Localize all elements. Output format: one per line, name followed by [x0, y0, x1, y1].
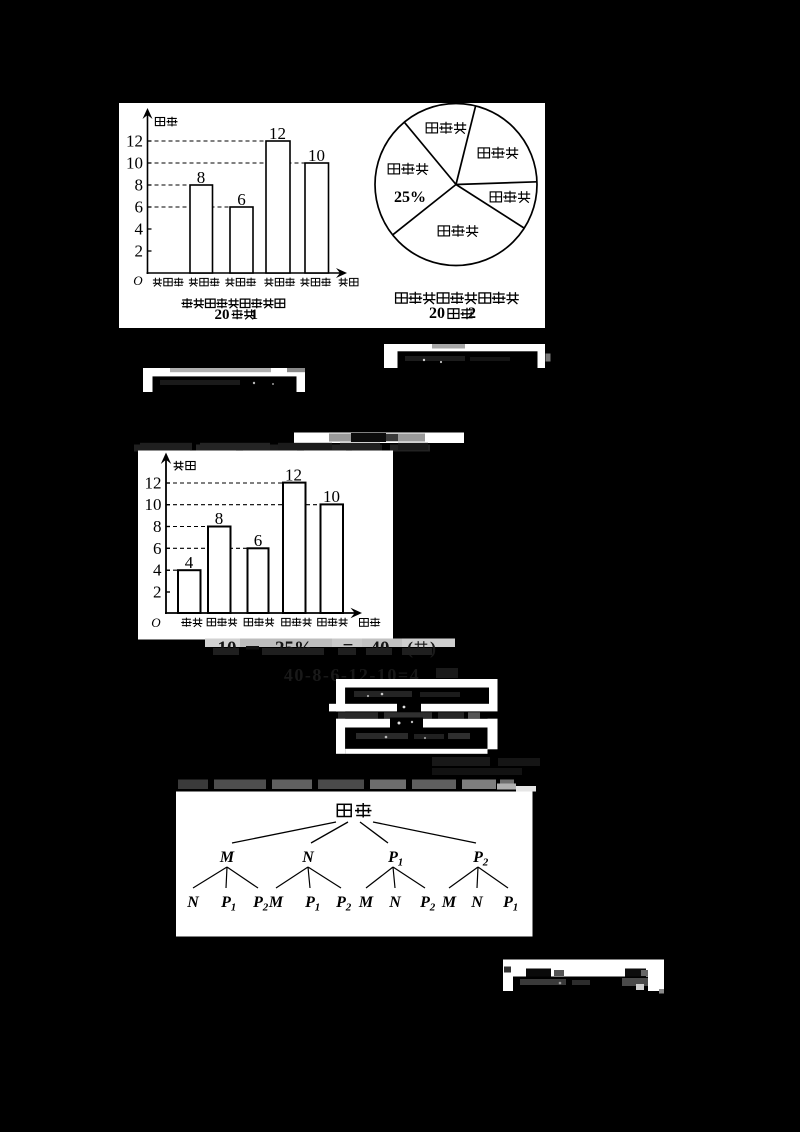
svg-text:M: M: [268, 894, 284, 911]
svg-text:N: N: [470, 894, 484, 911]
svg-text:): ): [430, 638, 436, 659]
svg-text:8: 8: [135, 176, 144, 195]
svg-text:2: 2: [262, 902, 269, 914]
svg-text:P: P: [387, 849, 398, 866]
svg-text:P: P: [335, 894, 346, 911]
svg-text:P: P: [472, 849, 483, 866]
svg-text:P: P: [502, 894, 513, 911]
svg-text:O: O: [133, 273, 143, 288]
svg-text:1: 1: [513, 902, 519, 914]
svg-text:8: 8: [197, 168, 206, 187]
svg-text:6: 6: [135, 198, 144, 217]
svg-text:=: =: [343, 637, 354, 658]
svg-text:P: P: [419, 894, 430, 911]
svg-text:12: 12: [145, 474, 162, 493]
svg-text:10: 10: [323, 487, 340, 506]
svg-text:P: P: [252, 894, 263, 911]
svg-text:10: 10: [308, 146, 325, 165]
svg-text:4: 4: [185, 553, 194, 572]
svg-text:4: 4: [135, 220, 144, 239]
svg-text:6: 6: [254, 531, 263, 550]
svg-text:N: N: [301, 849, 315, 866]
svg-text:N: N: [186, 894, 200, 911]
svg-text:8: 8: [215, 509, 224, 528]
svg-text:P: P: [304, 894, 315, 911]
svg-text:1: 1: [251, 307, 259, 323]
svg-text:25%: 25%: [394, 189, 426, 206]
svg-text:6: 6: [237, 190, 246, 209]
svg-text:12: 12: [126, 132, 143, 151]
svg-text:2: 2: [135, 242, 144, 261]
svg-text:2: 2: [429, 902, 436, 914]
svg-text:P: P: [220, 894, 231, 911]
svg-text:2: 2: [345, 902, 352, 914]
svg-text:10: 10: [126, 154, 143, 173]
svg-text:1: 1: [315, 902, 321, 914]
svg-text:8: 8: [153, 517, 162, 536]
svg-text:20: 20: [215, 307, 230, 323]
svg-text:12: 12: [269, 124, 286, 143]
svg-text:2: 2: [153, 583, 162, 602]
svg-text:M: M: [441, 894, 457, 911]
svg-text:N: N: [388, 894, 402, 911]
svg-text:12: 12: [285, 466, 302, 485]
svg-text:4: 4: [153, 561, 162, 580]
svg-text:2: 2: [482, 857, 489, 869]
svg-text:M: M: [358, 894, 374, 911]
svg-text:6: 6: [153, 539, 162, 558]
svg-text:O: O: [151, 615, 161, 630]
svg-text:M: M: [219, 849, 235, 866]
svg-text:10: 10: [145, 495, 162, 514]
svg-text:20: 20: [429, 305, 445, 322]
svg-text:1: 1: [398, 857, 404, 869]
svg-text:2: 2: [468, 305, 476, 322]
svg-text:1: 1: [231, 902, 237, 914]
